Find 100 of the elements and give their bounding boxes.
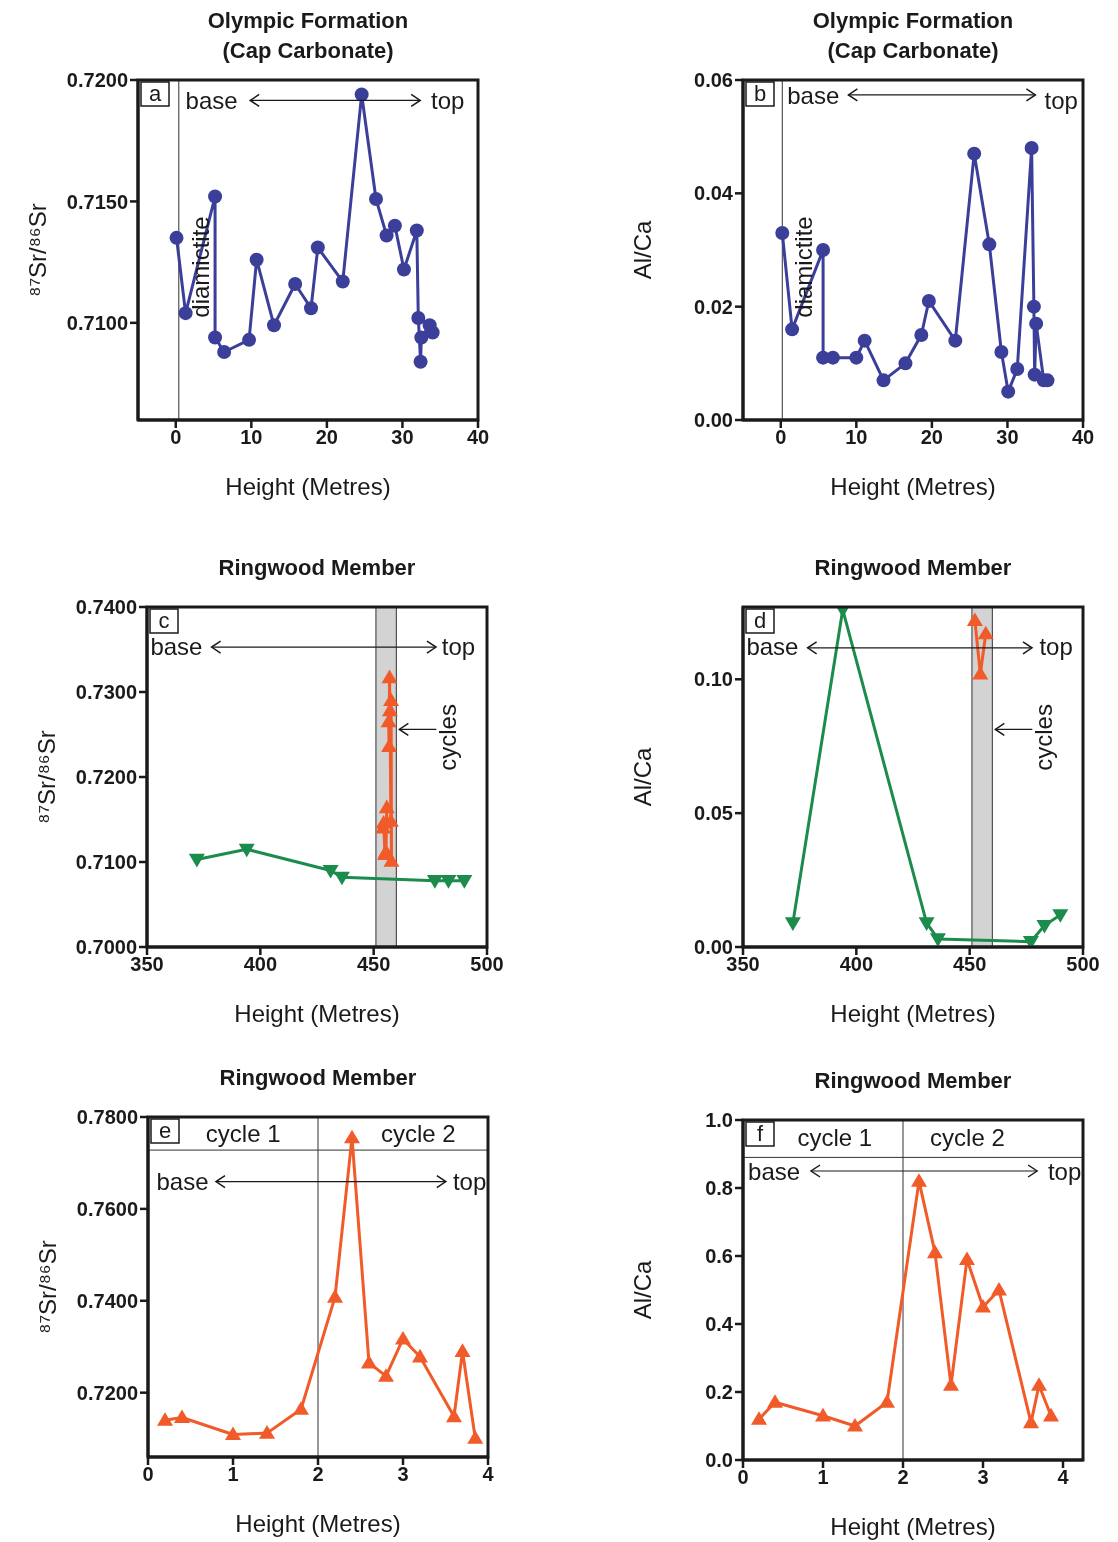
annotation: b [753,81,767,106]
annotation: e [158,1118,172,1143]
annotation: base [787,81,840,109]
point [911,1173,927,1187]
x-tick-label: 20 [315,426,339,449]
point [751,1411,767,1425]
point [1010,362,1025,376]
chart-title: Ringwood Member [814,555,1012,580]
x-tick-label: 4 [1057,1466,1070,1489]
y-tick-label: 0.04 [694,182,734,205]
point [310,240,325,255]
point [977,625,994,640]
point [379,228,394,243]
annotation: top [441,632,476,660]
y-tick-label: 0.7600 [76,1197,138,1220]
x-tick-label: 400 [839,953,874,976]
y-tick-label: 0.7100 [75,851,137,874]
point [1036,919,1053,934]
x-tick-label: 350 [130,953,164,976]
point [361,1354,377,1369]
x-tick-label: 4 [482,1463,495,1486]
y-axis-title: ⁸⁷Sr/⁸⁶Sr [24,203,51,297]
x-axis-title: Height (Metres) [830,1000,996,1027]
x-axis-title: Height (Metres) [235,1510,401,1537]
point [267,318,281,333]
point [333,871,350,886]
point [354,87,369,102]
x-axis-title: Height (Metres) [830,473,996,500]
chart-title: Ringwood Member [219,1065,417,1090]
annotation: top [1039,632,1073,660]
point [966,612,983,626]
y-tick-label: 0.7400 [76,1289,138,1312]
point [1031,1377,1047,1391]
point [467,1430,484,1444]
chart-title: Olympic Formation [812,8,1014,33]
point [178,306,193,321]
x-axis-title: Height (Metres) [225,473,391,500]
point [847,1418,863,1432]
annotation: d [753,608,767,633]
point [335,274,350,289]
y-tick-label: 0.4 [705,1313,734,1336]
y-tick-label: 0.7100 [66,311,128,334]
point [825,350,840,365]
point [411,311,426,325]
chart-title: Olympic Formation [207,8,409,33]
x-tick-label: 500 [1066,953,1100,976]
point [426,875,443,889]
x-tick-label: 0 [142,1463,154,1486]
y-tick-label: 0.7200 [76,1381,138,1404]
x-tick-label: 30 [391,426,414,449]
annotation: base [746,632,799,660]
ref-line-label: diamictite [186,216,214,318]
point [1024,141,1039,155]
y-tick-label: 0.02 [694,295,733,318]
annotation: f [756,1121,764,1146]
x-tick-label: 3 [397,1463,409,1486]
point [288,277,303,291]
y-tick-label: 0.00 [694,409,733,432]
band-label: cycles [434,704,462,771]
x-tick-label: 1 [227,1463,239,1486]
x-tick-label: 40 [466,426,490,449]
x-tick-label: 10 [240,426,263,449]
x-tick-label: 1 [817,1466,829,1489]
point [157,1412,173,1426]
y-tick-label: 0.0 [705,1449,733,1472]
point [914,328,929,342]
y-tick-label: 0.7150 [66,190,128,213]
point [767,1394,783,1408]
point [775,226,790,240]
y-tick-label: 0.8 [705,1177,733,1200]
y-tick-label: 0.6 [705,1245,733,1268]
point [225,1426,241,1441]
point [169,230,184,245]
point [322,864,339,879]
y-axis-title: Al/Ca [629,220,656,280]
point [344,1129,360,1144]
x-tick-label: 3 [977,1466,989,1489]
x-tick-label: 0 [170,426,182,449]
y-tick-label: 0.7300 [75,681,137,704]
point [456,875,473,889]
point [396,262,411,277]
x-tick-label: 0 [775,426,787,449]
x-tick-label: 400 [243,953,278,976]
y-axis-title: ⁸⁷Sr/⁸⁶Sr [33,730,60,824]
point [304,301,319,316]
point [994,345,1009,359]
y-tick-label: 1.0 [705,1109,733,1132]
point [369,192,383,206]
point [409,223,424,238]
point [1023,1414,1039,1429]
annotation: cycle 2 [380,1120,456,1148]
x-tick-label: 0 [737,1466,749,1489]
point [414,330,429,345]
point [898,356,913,371]
point [440,875,457,889]
annotation: c [158,608,170,633]
point [208,189,223,204]
y-tick-label: 0.7800 [76,1106,138,1129]
point [785,322,800,337]
annotation: cycle 2 [930,1124,1005,1152]
